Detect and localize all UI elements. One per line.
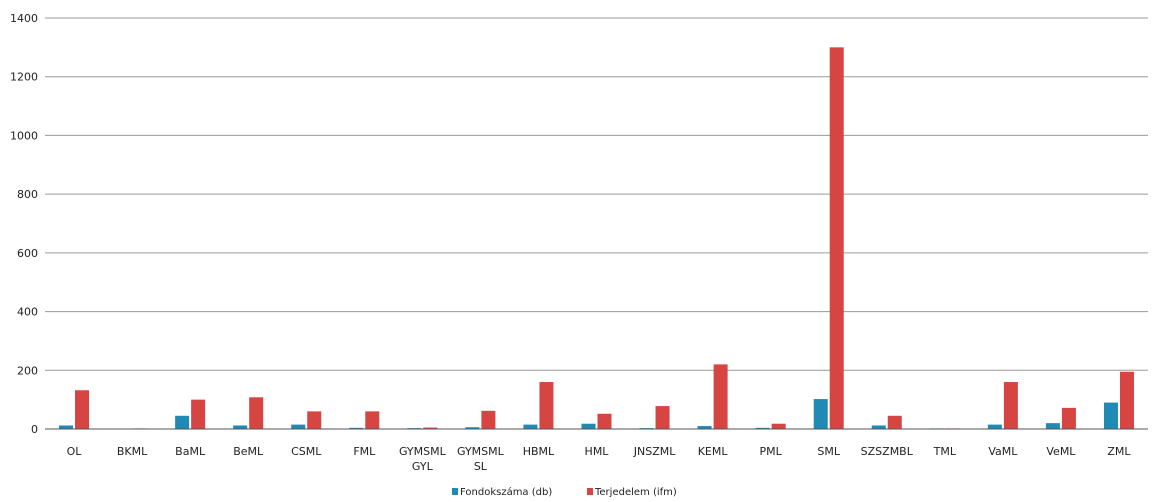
- y-tick-label: 600: [17, 247, 38, 260]
- x-category-label: BKML: [117, 445, 148, 458]
- x-category-label: CSML: [291, 445, 322, 458]
- bar-terjedelem-zml: [1119, 371, 1134, 429]
- bar-fondokszama-baml: [175, 415, 190, 429]
- bar-terjedelem-gymsml-gyl: [423, 427, 438, 429]
- legend-swatch-terjedelem: [587, 488, 593, 495]
- bar-terjedelem-baml: [191, 399, 206, 429]
- legend-label-terjedelem: Terjedelem (ifm): [594, 487, 677, 498]
- bar-fondokszama-zml: [1103, 402, 1118, 429]
- bar-terjedelem-hml: [597, 413, 612, 429]
- x-category-label: OL: [67, 445, 83, 458]
- legend-label-fondokszama: Fondokszáma (db): [460, 486, 552, 498]
- bar-fondokszama-veml: [1045, 423, 1060, 429]
- bar-terjedelem-gymsml-sl: [481, 410, 496, 429]
- bar-fondokszama-hbml: [523, 424, 538, 429]
- y-tick-label: 0: [31, 423, 38, 436]
- bar-fondokszama-csml: [291, 424, 306, 429]
- y-tick-label: 1200: [10, 71, 38, 84]
- x-axis-categories: OL BKML BaML BeML CSML FML GYMSML GYL GYMSML SL HB…: [67, 445, 1132, 473]
- x-category-label: BeML: [233, 445, 264, 458]
- x-category-label: JNSZML: [633, 445, 676, 458]
- bar-fondokszama-ol: [59, 425, 74, 429]
- bars: [59, 47, 1134, 429]
- x-category-label: KEML: [698, 445, 729, 458]
- bar-fondokszama-gymsml-sl: [465, 427, 480, 429]
- bar-terjedelem-beml: [249, 397, 264, 429]
- bar-terjedelem-jnszml: [655, 406, 670, 429]
- bar-terjedelem-vaml: [1003, 382, 1018, 429]
- x-category-label: GYMSML SL: [457, 445, 505, 473]
- bar-fondokszama-beml: [233, 425, 248, 429]
- x-category-label: PML: [760, 445, 783, 458]
- bar-terjedelem-sml: [829, 47, 844, 429]
- x-category-label: SML: [817, 445, 840, 458]
- x-category-label: VaML: [988, 445, 1018, 458]
- bar-terjedelem-szszmbl: [887, 415, 902, 429]
- bar-terjedelem-veml: [1061, 407, 1076, 429]
- bar-terjedelem-csml: [307, 411, 322, 429]
- bar-fondokszama-szszmbl: [871, 425, 886, 429]
- x-category-label: ZML: [1107, 445, 1131, 458]
- x-category-label: HBML: [523, 445, 555, 458]
- x-category-label: HML: [585, 445, 610, 458]
- gridlines: [45, 17, 1148, 371]
- bar-terjedelem-keml: [713, 364, 728, 429]
- y-tick-label: 400: [17, 306, 38, 319]
- y-tick-label: 1000: [10, 129, 38, 142]
- x-category-label: GYMSML GYL: [399, 445, 447, 473]
- bar-terjedelem-hbml: [539, 382, 554, 429]
- bar-fondokszama-keml: [697, 426, 712, 429]
- legend: Fondokszáma (db) Terjedelem (ifm): [452, 486, 677, 498]
- bar-terjedelem-fml: [365, 411, 380, 429]
- y-tick-label: 1400: [10, 12, 38, 25]
- bar-terjedelem-ol: [75, 390, 90, 429]
- x-category-label: SZSZMBL: [861, 445, 914, 458]
- bar-fondokszama-fml: [349, 427, 364, 429]
- y-tick-label: 200: [17, 364, 38, 377]
- x-category-label: TML: [933, 445, 957, 458]
- x-category-label: VeML: [1046, 445, 1076, 458]
- y-axis-ticks: 0 200 400 600 800 1000 1200 1400: [10, 12, 38, 436]
- bar-fondokszama-hml: [581, 423, 596, 429]
- legend-swatch-fondokszama: [452, 488, 458, 495]
- y-tick-label: 800: [17, 188, 38, 201]
- bar-fondokszama-vaml: [987, 424, 1002, 429]
- x-category-label: BaML: [175, 445, 206, 458]
- bar-fondokszama-sml: [813, 399, 828, 429]
- bar-terjedelem-pml: [771, 423, 786, 429]
- bar-fondokszama-pml: [755, 427, 770, 429]
- x-category-label: FML: [353, 445, 376, 458]
